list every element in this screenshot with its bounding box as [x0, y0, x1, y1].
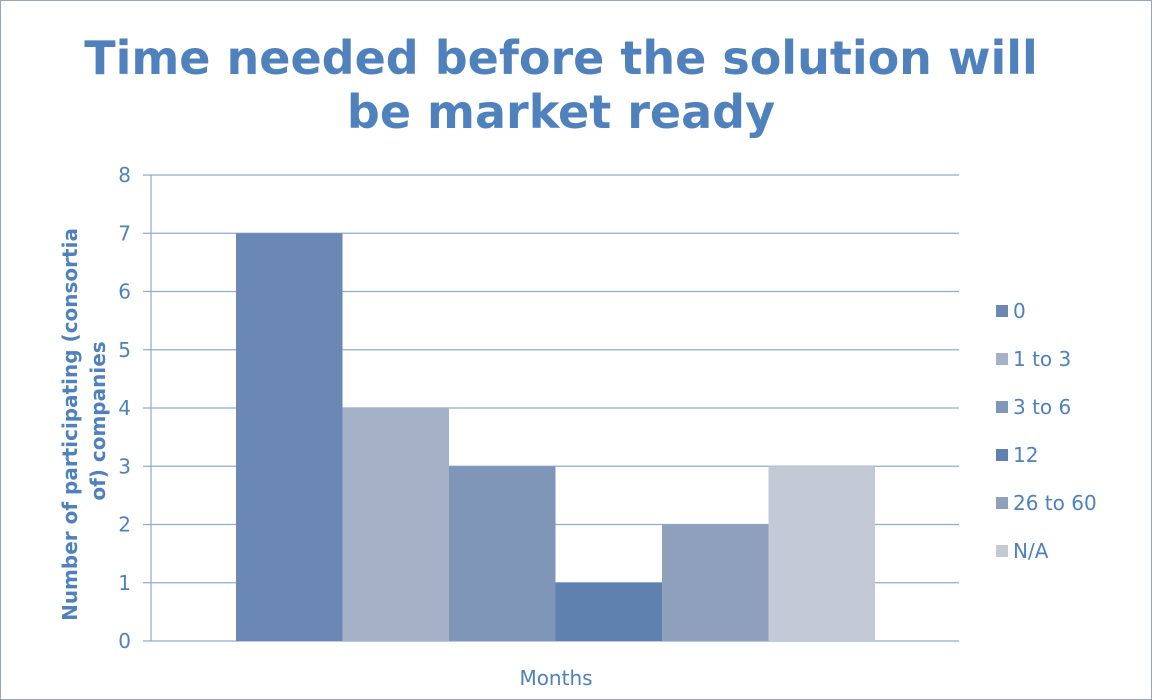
legend-swatch	[996, 449, 1008, 461]
y-tick-label: 5	[118, 338, 131, 362]
y-tick-label: 8	[118, 163, 131, 187]
bar-n-a	[768, 466, 875, 641]
y-tick-labels: 0 1 2 3 4 5 6 7 8	[118, 163, 131, 653]
y-tick-label: 1	[118, 571, 131, 595]
chart-title: Time needed before the solution will be …	[84, 31, 1038, 139]
y-axis-label-line-2: of) companies	[86, 341, 110, 500]
bars	[236, 233, 875, 641]
legend-label: 1 to 3	[1013, 347, 1071, 371]
legend-label: 26 to 60	[1013, 491, 1097, 515]
x-axis-label: Months	[519, 666, 592, 690]
y-tick-label: 3	[118, 454, 131, 478]
y-axis-label: Number of participating (consortia of) c…	[58, 221, 110, 621]
bar-0	[236, 233, 343, 641]
legend-label: 12	[1013, 443, 1038, 467]
bar-1-to-3	[342, 408, 449, 641]
legend-label: 0	[1013, 299, 1026, 323]
legend-swatch	[996, 305, 1008, 317]
y-tick-label: 6	[118, 280, 131, 304]
legend-label: N/A	[1013, 539, 1049, 563]
bar-12	[555, 582, 662, 641]
legend-swatch	[996, 401, 1008, 413]
legend: 0 1 to 3 3 to 6 12 26 to 60 N/A	[996, 299, 1097, 563]
bar-3-to-6	[449, 466, 556, 641]
bar-26-to-60	[662, 524, 769, 641]
legend-swatch	[996, 353, 1008, 365]
y-tick-label: 0	[118, 629, 131, 653]
legend-label: 3 to 6	[1013, 395, 1071, 419]
y-tick-label: 4	[118, 396, 131, 420]
y-tick-label: 2	[118, 513, 131, 537]
legend-swatch	[996, 497, 1008, 509]
legend-swatch	[996, 545, 1008, 557]
y-tick-label: 7	[118, 221, 131, 245]
y-axis-label-line-1: Number of participating (consortia	[58, 228, 82, 621]
